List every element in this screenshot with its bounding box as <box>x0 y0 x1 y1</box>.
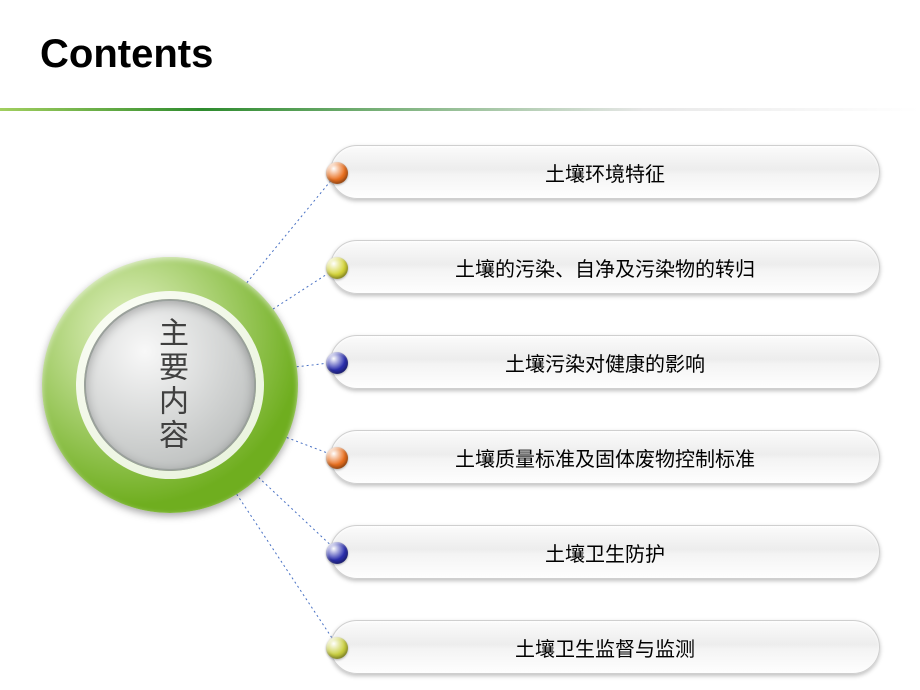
pill-dot-icon <box>326 637 348 659</box>
pill-label: 土壤卫生防护 <box>545 538 665 567</box>
pill-dot-icon <box>326 352 348 374</box>
content-pill-4: 土壤卫生防护 <box>330 525 880 579</box>
hub-circle: 主要内容 <box>42 257 298 513</box>
content-pill-1: 土壤的污染、自净及污染物的转归 <box>330 240 880 294</box>
pill-dot-icon <box>326 542 348 564</box>
pill-label: 土壤污染对健康的影响 <box>505 348 705 377</box>
content-pill-3: 土壤质量标准及固体废物控制标准 <box>330 430 880 484</box>
content-pill-2: 土壤污染对健康的影响 <box>330 335 880 389</box>
pill-label: 土壤环境特征 <box>545 158 665 187</box>
hub-label: 主要内容 <box>148 317 192 453</box>
hub-inner: 主要内容 <box>84 299 256 471</box>
pill-dot-icon <box>326 162 348 184</box>
pill-label: 土壤的污染、自净及污染物的转归 <box>455 253 755 282</box>
content-pill-5: 土壤卫生监督与监测 <box>330 620 880 674</box>
pill-label: 土壤卫生监督与监测 <box>515 633 695 662</box>
content-pill-0: 土壤环境特征 <box>330 145 880 199</box>
pill-dot-icon <box>326 447 348 469</box>
pill-label: 土壤质量标准及固体废物控制标准 <box>455 443 755 472</box>
pill-dot-icon <box>326 257 348 279</box>
